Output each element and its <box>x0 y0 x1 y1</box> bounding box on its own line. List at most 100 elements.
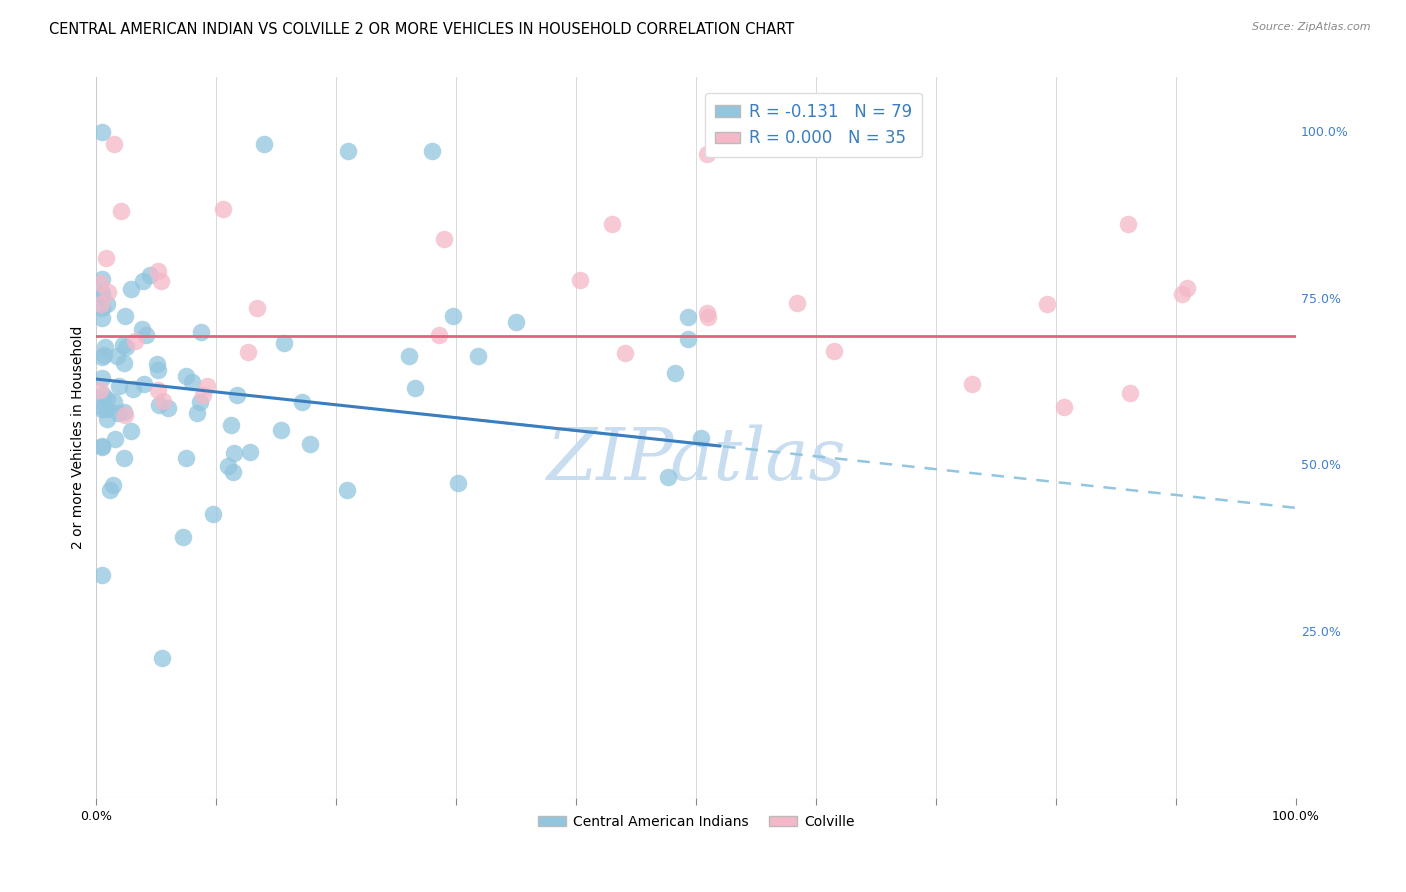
Point <box>131 322 153 336</box>
Point <box>107 406 129 420</box>
Point <box>613 346 636 360</box>
Point <box>96 392 118 406</box>
Point <box>91 272 114 286</box>
Point <box>96 296 118 310</box>
Point <box>91 400 114 414</box>
Point <box>212 202 235 216</box>
Point <box>676 333 699 347</box>
Point <box>225 388 247 402</box>
Point <box>696 306 718 320</box>
Point <box>420 144 443 158</box>
Point <box>94 340 117 354</box>
Point <box>145 357 167 371</box>
Point <box>91 371 114 385</box>
Point <box>441 309 464 323</box>
Point <box>569 273 592 287</box>
Point <box>1116 217 1139 231</box>
Point <box>91 286 114 301</box>
Point <box>96 402 118 417</box>
Point <box>148 398 170 412</box>
Point <box>122 382 145 396</box>
Point <box>91 567 114 582</box>
Point <box>120 424 142 438</box>
Point <box>239 445 262 459</box>
Point <box>120 282 142 296</box>
Text: Source: ZipAtlas.com: Source: ZipAtlas.com <box>1253 22 1371 32</box>
Point <box>960 377 983 392</box>
Point <box>186 406 208 420</box>
Point <box>270 423 292 437</box>
Point <box>217 458 239 473</box>
Point <box>149 274 172 288</box>
Point <box>110 204 132 219</box>
Point <box>219 418 242 433</box>
Point <box>335 483 357 498</box>
Point <box>174 450 197 465</box>
Point <box>786 296 808 310</box>
Point <box>90 297 112 311</box>
Point <box>823 343 845 358</box>
Point <box>657 469 679 483</box>
Point <box>676 310 699 325</box>
Point <box>404 381 426 395</box>
Point <box>103 137 125 152</box>
Point <box>191 388 214 402</box>
Point <box>103 395 125 409</box>
Point <box>124 334 146 348</box>
Point <box>447 475 470 490</box>
Point <box>1177 281 1199 295</box>
Point <box>236 345 259 359</box>
Point <box>96 252 118 266</box>
Text: CENTRAL AMERICAN INDIAN VS COLVILLE 2 OR MORE VEHICLES IN HOUSEHOLD CORRELATION : CENTRAL AMERICAN INDIAN VS COLVILLE 2 OR… <box>49 22 794 37</box>
Y-axis label: 2 or more Vehicles in Household: 2 or more Vehicles in Household <box>72 326 86 549</box>
Point <box>89 384 111 398</box>
Point <box>104 432 127 446</box>
Point <box>427 327 450 342</box>
Point <box>172 530 194 544</box>
Point <box>131 274 153 288</box>
Point <box>181 375 204 389</box>
Point <box>91 440 114 454</box>
Point <box>696 147 718 161</box>
Point <box>689 431 711 445</box>
Point <box>91 388 114 402</box>
Point <box>505 315 527 329</box>
Point <box>150 651 173 665</box>
Point <box>174 368 197 383</box>
Point <box>1053 400 1076 414</box>
Point <box>224 446 246 460</box>
Point <box>97 285 120 299</box>
Point <box>664 367 686 381</box>
Point <box>146 363 169 377</box>
Point <box>91 401 114 416</box>
Point <box>246 301 269 315</box>
Point <box>146 383 169 397</box>
Point <box>135 328 157 343</box>
Point <box>190 325 212 339</box>
Point <box>93 348 115 362</box>
Point <box>202 508 225 522</box>
Legend: Central American Indians, Colville: Central American Indians, Colville <box>533 809 860 834</box>
Point <box>114 340 136 354</box>
Point <box>105 349 128 363</box>
Point <box>91 301 114 316</box>
Point <box>98 483 121 498</box>
Point <box>96 412 118 426</box>
Point <box>112 338 135 352</box>
Point <box>600 217 623 231</box>
Point <box>89 276 111 290</box>
Point <box>112 451 135 466</box>
Point <box>337 144 360 158</box>
Point <box>1036 297 1059 311</box>
Point <box>195 379 218 393</box>
Point <box>103 478 125 492</box>
Point <box>91 125 114 139</box>
Point <box>697 310 720 325</box>
Point <box>112 356 135 370</box>
Point <box>114 408 136 422</box>
Point <box>91 287 114 301</box>
Point <box>291 394 314 409</box>
Point <box>253 137 276 152</box>
Point <box>107 379 129 393</box>
Point <box>148 264 170 278</box>
